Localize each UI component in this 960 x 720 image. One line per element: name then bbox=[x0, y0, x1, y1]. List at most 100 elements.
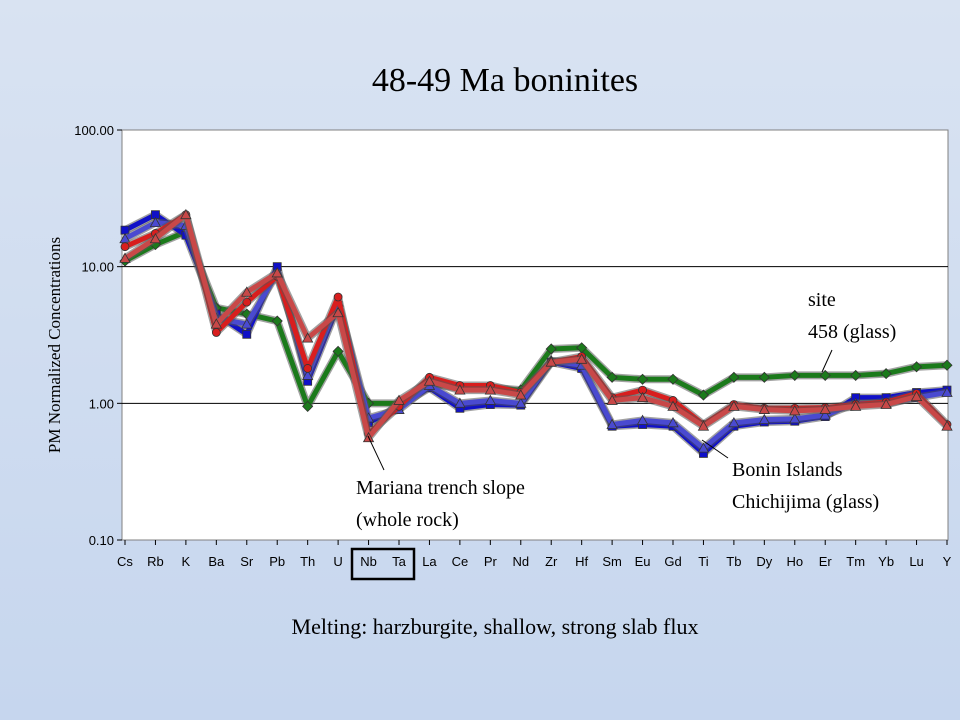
gridlines bbox=[117, 129, 948, 541]
y-tick-label: 100.00 bbox=[74, 123, 114, 138]
series-0-line bbox=[123, 229, 948, 409]
y-axis-label: PM Normalized Concentrations bbox=[45, 237, 64, 453]
data-point bbox=[515, 389, 527, 400]
x-tick-label-y: Y bbox=[943, 554, 952, 569]
data-point bbox=[728, 400, 740, 411]
series-4 bbox=[119, 208, 953, 443]
data-point bbox=[910, 361, 923, 373]
annotation-bonin-chichijima: Bonin Islands Chichijima (glass) bbox=[732, 459, 879, 513]
data-point bbox=[606, 394, 618, 405]
data-point bbox=[697, 442, 710, 453]
data-point bbox=[149, 232, 162, 244]
data-point bbox=[241, 286, 253, 297]
data-point bbox=[758, 403, 771, 414]
data-point bbox=[301, 369, 314, 380]
data-point bbox=[241, 318, 253, 329]
series-4-line bbox=[123, 212, 949, 441]
x-tick-label-rb: Rb bbox=[147, 554, 164, 569]
data-point bbox=[515, 397, 527, 408]
data-point bbox=[423, 375, 436, 386]
data-point bbox=[484, 394, 497, 405]
data-point bbox=[484, 384, 497, 395]
data-point bbox=[667, 373, 679, 385]
chart-title: 48-49 Ma boninites bbox=[371, 62, 639, 99]
data-point bbox=[606, 418, 618, 429]
data-point bbox=[697, 389, 710, 401]
x-tick-label-k: K bbox=[182, 554, 191, 569]
data-point bbox=[849, 400, 862, 411]
data-point bbox=[789, 405, 801, 416]
x-tick-label-ba: Ba bbox=[208, 554, 225, 569]
data-point bbox=[667, 400, 679, 411]
data-point bbox=[758, 371, 770, 383]
data-point bbox=[880, 398, 892, 409]
data-point bbox=[211, 328, 221, 337]
data-point bbox=[119, 252, 131, 263]
annotation-mariana-trench: Mariana trench slope (whole rock) bbox=[356, 477, 530, 531]
chart-subtitle: Melting: harzburgite, shallow, strong sl… bbox=[291, 614, 699, 639]
y-tick-labels: 100.00 10.00 1.00 0.10 bbox=[74, 123, 114, 548]
data-point bbox=[393, 394, 405, 405]
x-tick-label-lu: Lu bbox=[909, 554, 923, 569]
plot-area bbox=[121, 129, 949, 541]
x-tick-label-nd: Nd bbox=[512, 554, 529, 569]
x-tick-label-tm: Tm bbox=[846, 554, 865, 569]
x-tick-label-dy: Dy bbox=[756, 554, 772, 569]
data-point bbox=[242, 329, 252, 339]
x-tick-label-ta: Ta bbox=[392, 554, 407, 569]
data-point bbox=[819, 369, 831, 382]
data-point bbox=[697, 420, 710, 431]
y-tick-label: 0.10 bbox=[89, 533, 114, 548]
x-tick-label-th: Th bbox=[300, 554, 315, 569]
x-tick-label-sr: Sr bbox=[240, 554, 254, 569]
data-point bbox=[606, 371, 618, 383]
y-tick-label: 10.00 bbox=[81, 260, 114, 275]
data-point bbox=[545, 343, 557, 355]
x-tick-label-ho: Ho bbox=[786, 554, 803, 569]
nb-ta-highlight-box bbox=[350, 547, 416, 581]
data-point bbox=[332, 345, 344, 357]
x-tick-label-ti: Ti bbox=[698, 554, 708, 569]
data-point bbox=[149, 216, 162, 228]
annotation-leader-site458 bbox=[821, 349, 833, 373]
x-tick-label-la: La bbox=[422, 554, 437, 569]
x-tick-label-pb: Pb bbox=[269, 554, 285, 569]
data-point bbox=[301, 332, 314, 343]
data-point bbox=[302, 400, 314, 412]
y-tick-label: 1.00 bbox=[89, 396, 114, 411]
annotation-leader-bonin bbox=[701, 439, 729, 459]
x-tick-label-u: U bbox=[333, 554, 342, 569]
data-point bbox=[454, 397, 466, 408]
data-point bbox=[180, 208, 192, 220]
data-point bbox=[910, 390, 923, 402]
data-point bbox=[789, 369, 801, 382]
x-tick-labels: Cs Rb K Ba Sr Pb Th U Nb Ta La Ce Pr Nd Zr Hf Sm Eu Gd Ti Tb… bbox=[117, 540, 952, 569]
data-point bbox=[728, 371, 740, 383]
data-point bbox=[636, 373, 649, 385]
x-tick-label-cs: Cs bbox=[117, 554, 133, 569]
annotation-leader-mariana bbox=[367, 435, 385, 471]
data-point bbox=[850, 369, 862, 382]
data-point bbox=[636, 391, 649, 403]
x-tick-label-hf: Hf bbox=[575, 554, 588, 569]
x-tick-label-gd: Gd bbox=[664, 554, 681, 569]
data-point bbox=[819, 409, 831, 420]
data-point bbox=[941, 386, 953, 397]
annotation-site458: site 458 (glass) bbox=[808, 289, 896, 343]
data-point bbox=[575, 353, 588, 364]
x-tick-label-tb: Tb bbox=[726, 554, 741, 569]
data-point bbox=[454, 384, 466, 395]
data-point bbox=[332, 306, 344, 318]
data-point bbox=[303, 364, 313, 373]
data-point bbox=[789, 413, 801, 424]
x-tick-label-sm: Sm bbox=[602, 554, 622, 569]
data-point bbox=[941, 420, 953, 431]
data-point bbox=[819, 403, 831, 414]
data-point bbox=[271, 267, 283, 278]
data-point bbox=[271, 315, 283, 327]
x-tick-label-ce: Ce bbox=[452, 554, 469, 569]
data-point bbox=[545, 356, 557, 367]
data-point bbox=[941, 359, 953, 371]
data-point bbox=[636, 414, 649, 425]
